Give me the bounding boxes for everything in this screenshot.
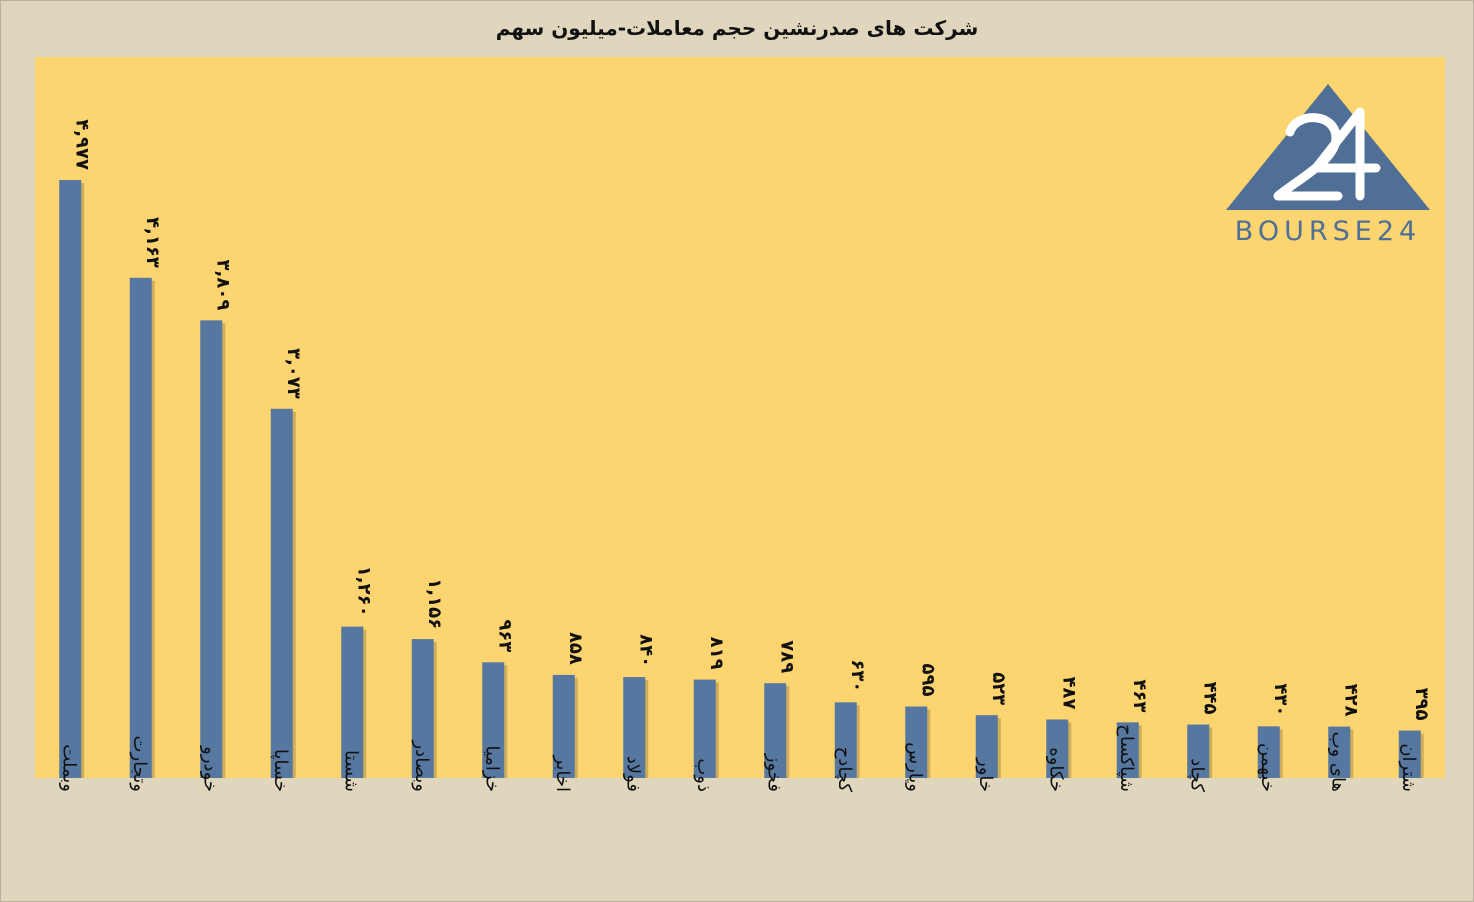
bar [623,677,646,778]
bar [1046,719,1069,778]
bar-value-label: ۴۴۵ [1199,682,1220,715]
bar-value-label: ۸۴۰ [635,634,656,667]
bar [1398,730,1421,778]
category-labels: وبملت وتجارت خودرو خساپا شستا وبصادر خزامیا اخا… [58,724,1419,792]
bar [693,679,716,778]
category-label: های وب [1327,732,1348,792]
logo-24-mark [1273,107,1381,201]
bar [1257,726,1280,778]
category-label: شستا [340,750,361,792]
logo-text: BOURSE24 [1235,216,1421,247]
bar-value-label: ۷۸۹ [776,640,797,673]
bar-value-label: ۸۵۸ [565,632,586,665]
category-label: خزامیا [481,745,502,792]
category-label: خودرو [199,745,220,792]
bar-value-label: ۵۹۵ [917,664,938,697]
category-label: خکاوه [1045,747,1066,792]
category-label: وتجارت [129,736,150,792]
bar-value-label: ۴,۹۷۷ [71,119,92,170]
bar-value-label: ۳,۸۰۹ [212,260,233,311]
plot-area [35,57,1445,778]
bar-value-label: ۵۲۳ [988,672,1009,705]
bar-value-label: ۴۳۰ [1270,683,1291,716]
bar [905,706,928,778]
bar-value-label: ۴,۱۶۳ [142,217,163,268]
bar [59,180,82,778]
bourse24-logo: BOURSE24 [1226,84,1430,247]
category-label: وبصادر [411,739,432,792]
bar-value-label: ۴۶۳ [1129,679,1150,712]
category-label: اخابر [552,754,573,792]
bar [1328,726,1351,778]
category-label: شتران [1398,743,1419,792]
bar [482,662,505,778]
bar-value-label: ۳۹۵ [1411,688,1432,721]
bar [764,683,787,778]
category-label: کچادح [834,747,855,793]
category-label: ذوب [693,758,714,792]
bar [200,320,223,778]
bar-value-label: ۹۶۳ [494,619,515,652]
bar [129,277,152,778]
bar [975,715,998,778]
bar [552,674,575,778]
category-label: خساپا [270,749,291,792]
category-label: وپارس [904,742,925,792]
bars [59,180,1424,778]
bar-value-label: ۴۸۷ [1058,677,1079,710]
category-label: خبهمن [1257,743,1278,792]
bar [411,639,434,778]
bar [1116,722,1139,778]
bar [834,702,857,778]
value-labels: ۴,۹۷۷ ۴,۱۶۳ ۳,۸۰۹ ۳,۰۷۳ ۱,۲۶۰ ۱,۱۵۶ ۹۶۳ ۸۵۸ ۸۴۰ ۸… [71,119,1432,720]
bar-value-label: ۱,۲۶۰ [353,566,374,617]
bar-value-label: ۶۳۰ [847,659,868,692]
category-label: فولاد [622,756,643,792]
category-label: خاور [975,757,996,792]
chart-title: شرکت های صدرنشین حجم معاملات-میلیون سهم [495,16,979,40]
bar-value-label: ۴۲۸ [1340,684,1361,717]
bar [270,408,293,778]
bar [1187,724,1210,778]
bar-value-label: ۱,۱۵۶ [424,578,445,629]
bar-value-label: ۳,۰۷۳ [283,348,304,399]
category-label: کچاد [1186,758,1207,792]
category-label: فخوز [763,753,784,792]
category-label: شپاکساح [1116,724,1137,792]
category-label: وبملت [58,744,79,792]
bar-value-label: ۸۱۹ [706,637,727,670]
bar [341,626,364,778]
